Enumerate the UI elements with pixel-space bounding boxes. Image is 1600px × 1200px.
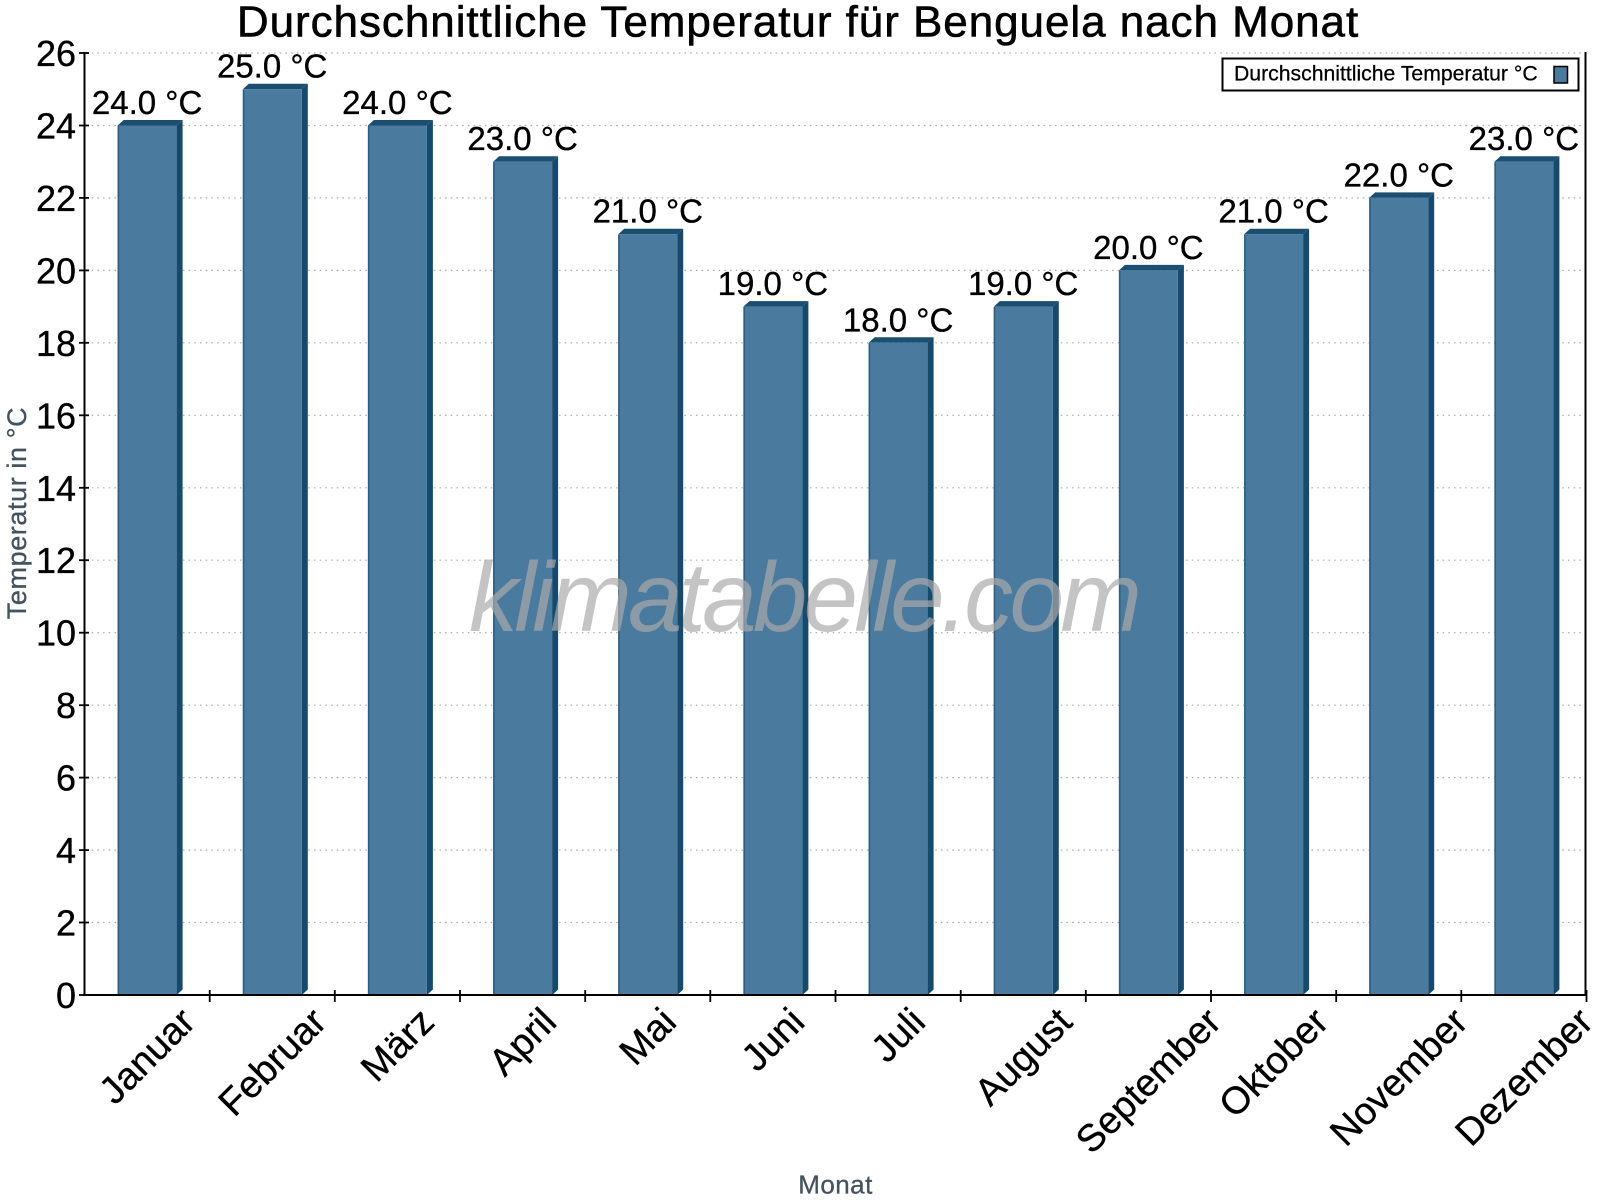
- svg-text:19.0 °C: 19.0 °C: [718, 265, 828, 302]
- svg-text:21.0 °C: 21.0 °C: [1218, 193, 1328, 230]
- svg-text:6: 6: [56, 758, 76, 799]
- svg-text:4: 4: [56, 830, 76, 871]
- svg-text:Temperatur in °C: Temperatur in °C: [2, 407, 32, 619]
- svg-text:2: 2: [56, 903, 76, 944]
- svg-text:14: 14: [36, 468, 76, 509]
- svg-text:24.0 °C: 24.0 °C: [92, 84, 202, 121]
- svg-text:10: 10: [36, 613, 76, 654]
- svg-text:klimatabelle.com: klimatabelle.com: [469, 542, 1138, 652]
- svg-text:22.0 °C: 22.0 °C: [1344, 156, 1454, 193]
- svg-text:26: 26: [36, 33, 76, 74]
- svg-text:8: 8: [56, 685, 76, 726]
- svg-text:18.0 °C: 18.0 °C: [843, 301, 953, 338]
- svg-text:24.0 °C: 24.0 °C: [342, 84, 452, 121]
- svg-text:16: 16: [36, 395, 76, 436]
- svg-text:20.0 °C: 20.0 °C: [1093, 229, 1203, 266]
- svg-text:Durchschnittliche Temperatur f: Durchschnittliche Temperatur für Benguel…: [237, 0, 1359, 47]
- svg-text:24: 24: [36, 106, 76, 147]
- svg-text:23.0 °C: 23.0 °C: [1469, 120, 1579, 157]
- svg-text:20: 20: [36, 250, 76, 291]
- svg-text:0: 0: [56, 975, 76, 1016]
- svg-text:Durchschnittliche Temperatur °: Durchschnittliche Temperatur °C: [1234, 63, 1538, 86]
- svg-text:18: 18: [36, 323, 76, 364]
- svg-text:25.0 °C: 25.0 °C: [217, 48, 327, 85]
- svg-text:22: 22: [36, 178, 76, 219]
- svg-text:12: 12: [36, 540, 76, 581]
- svg-text:23.0 °C: 23.0 °C: [467, 120, 577, 157]
- svg-text:21.0 °C: 21.0 °C: [593, 193, 703, 230]
- svg-text:19.0 °C: 19.0 °C: [968, 265, 1078, 302]
- svg-text:Monat: Monat: [798, 1170, 873, 1200]
